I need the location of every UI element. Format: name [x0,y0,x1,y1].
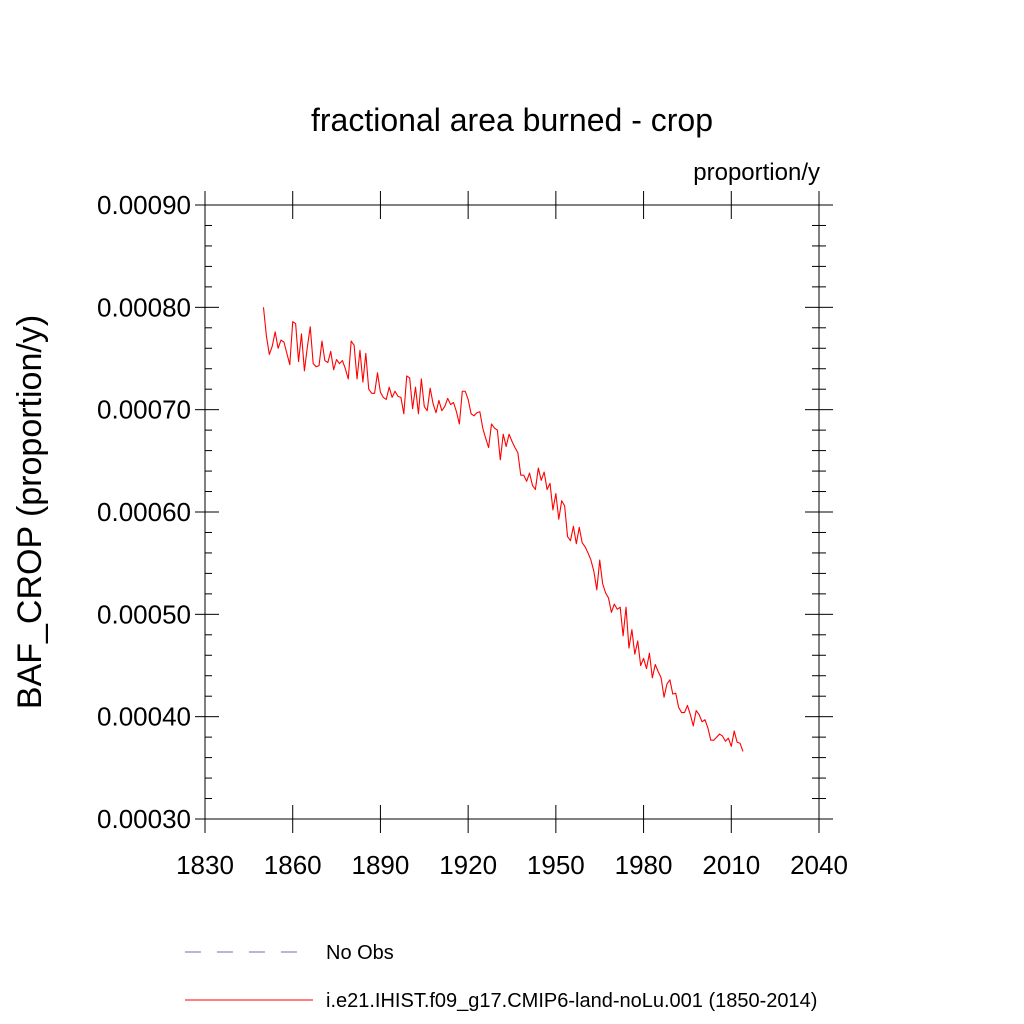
plot-frame [204,204,820,820]
chart-title: fractional area burned - crop [311,102,713,138]
y-axis-ticks: 0.00030 0.00040 0.00050 0.00060 0.00070 0.000… [97,190,833,834]
legend-label: No Obs [326,942,394,964]
series-line [262,307,744,752]
y-tick-label: 0.00090 [97,190,191,220]
legend-label: i.e21.IHIST.f09_g17.CMIP6-land-noLu.001 … [326,990,817,1012]
units-label: proportion/y [693,159,820,186]
x-axis-ticks: 1830 1860 1890 1920 1950 1980 2010 2040 [176,191,848,880]
series-layer [262,307,744,752]
x-tick-label: 1860 [264,850,322,880]
y-tick-label: 0.00080 [97,292,191,322]
y-tick-label: 0.00070 [97,395,191,425]
x-tick-label: 2010 [702,850,760,880]
x-tick-label: 2040 [790,850,848,880]
x-tick-label: 1890 [352,850,410,880]
legend: No Obs i.e21.IHIST.f09_g17.CMIP6-land-noL… [185,942,817,1012]
y-tick-label: 0.00040 [97,702,191,732]
x-tick-label: 1920 [439,850,497,880]
y-tick-label: 0.00030 [97,804,191,834]
y-tick-label: 0.00060 [97,497,191,527]
x-tick-label: 1980 [615,850,673,880]
x-tick-label: 1950 [527,850,585,880]
y-axis-label: BAF_CROP (proportion/y) [11,315,49,709]
y-tick-label: 0.00050 [97,599,191,629]
x-tick-label: 1830 [176,850,234,880]
